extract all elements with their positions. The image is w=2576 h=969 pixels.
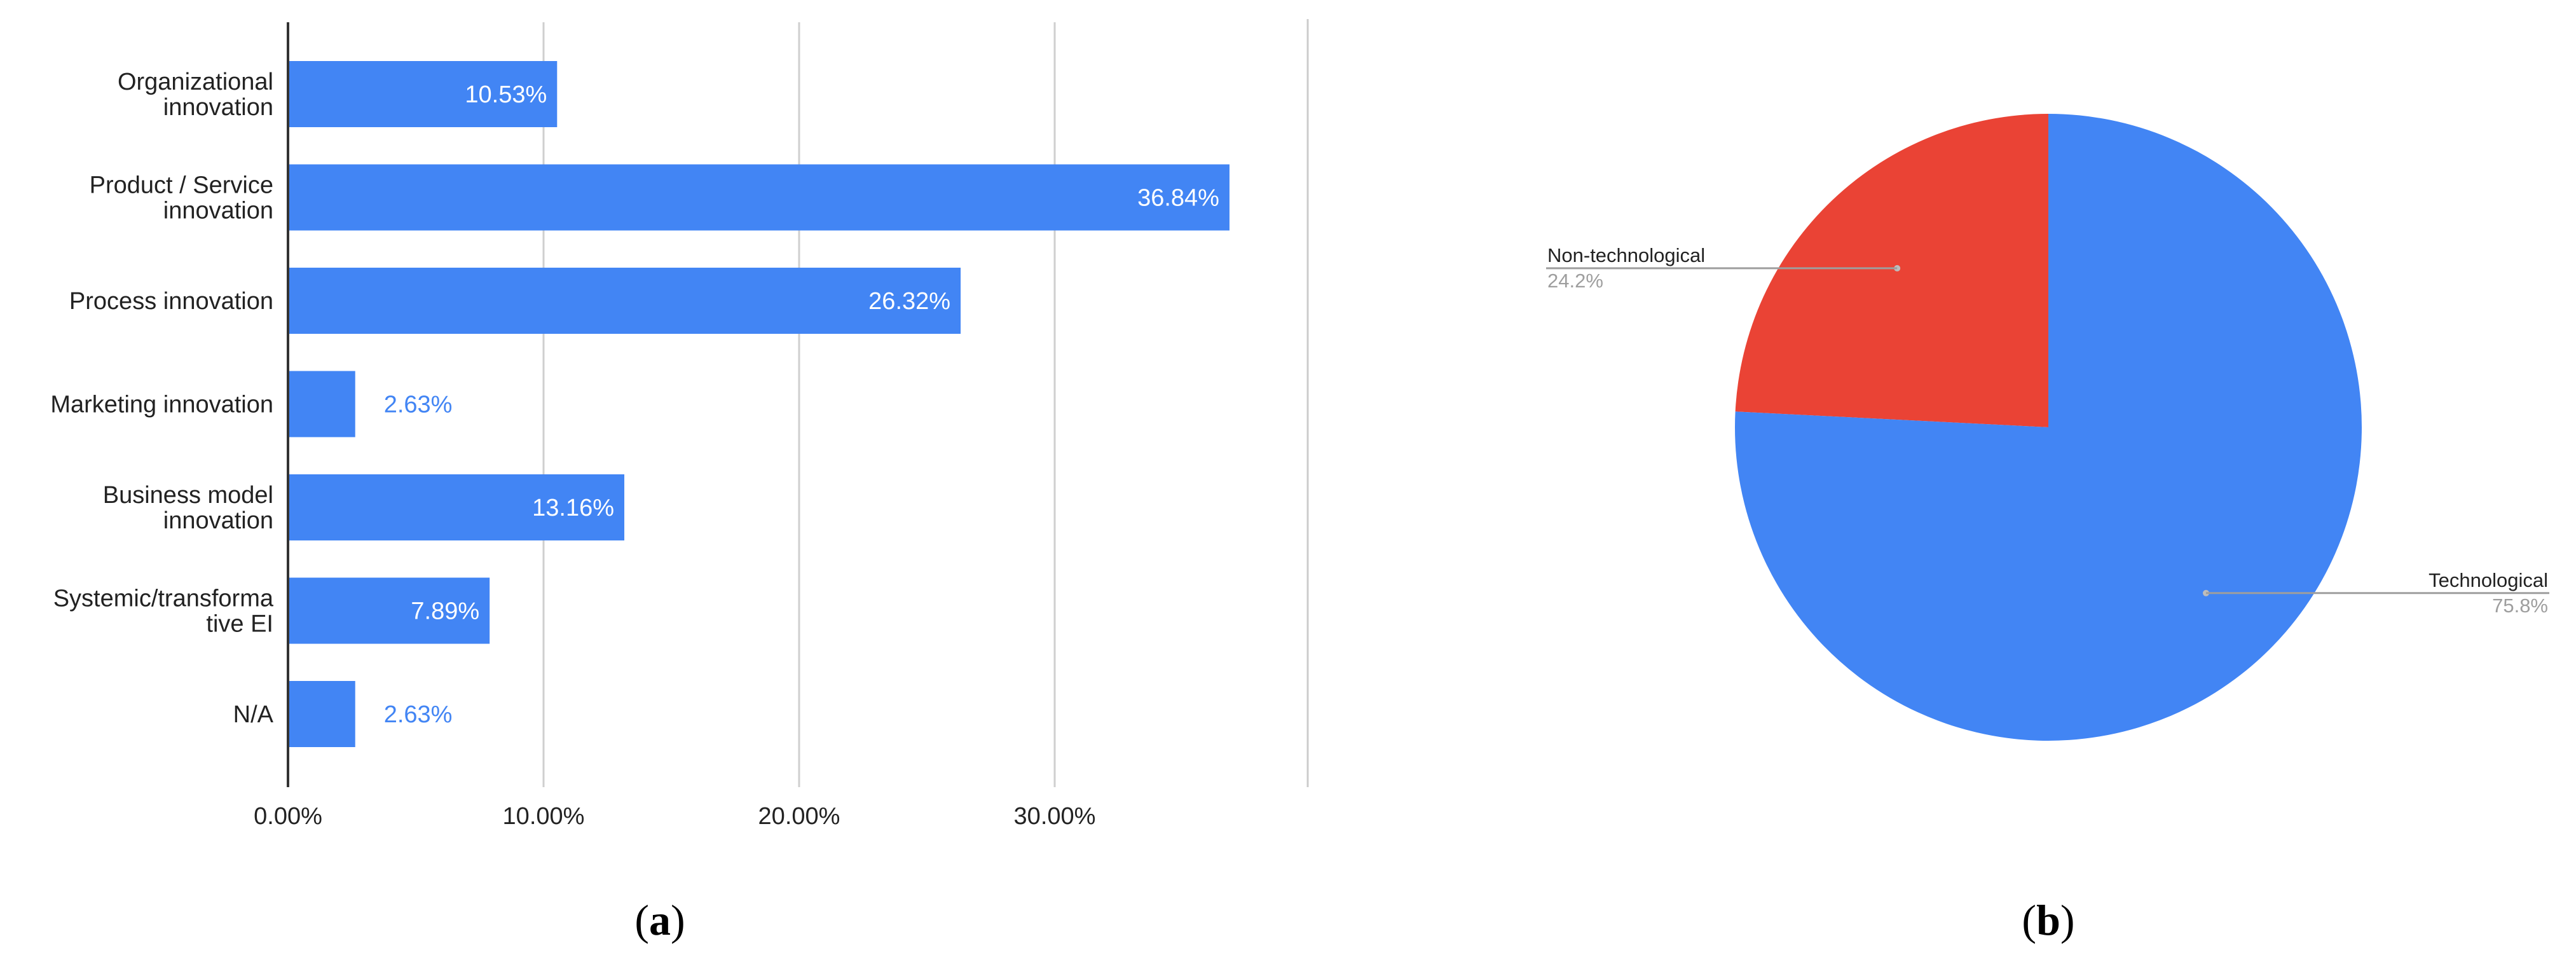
bar-2 (288, 268, 961, 334)
value-label-5: 7.89% (411, 598, 479, 625)
category-label-4-line-0: Business model (103, 482, 273, 509)
category-label-0-line-1: innovation (163, 94, 273, 121)
category-label-1: Product / Service innovation (90, 172, 273, 224)
pie-chart-slices (1734, 114, 2362, 741)
x-tick-label-1: 10.00% (503, 803, 585, 830)
category-label-3: Marketing innovation (50, 392, 273, 418)
pie-slice-1 (1734, 114, 2362, 741)
category-label-6: N/A (233, 701, 274, 728)
pie-chart-labels: Non-technological 24.2% Technological 75.8% (1546, 244, 2549, 617)
pie-chart-panel: Non-technological 24.2% Technological 75.8% (1546, 114, 2549, 741)
pie-label-name-0: Non-technological (1547, 244, 1705, 266)
value-label-6: 2.63% (384, 701, 453, 728)
bar-1 (288, 164, 1230, 231)
x-tick-label-2: 20.00% (758, 803, 840, 830)
caption-a-letter: a (649, 896, 671, 944)
category-label-1-line-1: innovation (163, 198, 273, 224)
pie-label-value-1: 75.8% (2492, 594, 2548, 617)
value-label-3: 2.63% (384, 392, 453, 418)
value-label-2: 26.32% (868, 288, 950, 315)
bar-0 (288, 61, 558, 127)
bar-chart-value-labels: 10.53% 36.84% 26.32% 2.63% 13.16% 7.89% 2.63% (384, 81, 1219, 728)
value-label-4: 13.16% (532, 495, 614, 521)
x-tick-label-0: 0.00% (254, 803, 322, 830)
category-label-4: Business model innovation (103, 482, 273, 534)
category-label-3-line-0: Marketing innovation (50, 392, 273, 418)
caption-a: (a) (634, 896, 685, 944)
bar-chart-bars (288, 61, 1230, 747)
x-tick-label-3: 30.00% (1014, 803, 1096, 830)
category-label-1-line-0: Product / Service (90, 172, 273, 199)
category-label-2-line-0: Process innovation (69, 288, 273, 315)
bar-5 (288, 577, 490, 644)
caption-b-letter: b (2036, 896, 2060, 944)
category-label-0: Organizational innovation (118, 69, 273, 121)
bar-chart-gridlines (542, 22, 1056, 787)
value-label-0: 10.53% (465, 81, 547, 108)
category-label-0-line-0: Organizational (118, 69, 273, 95)
category-label-6-line-0: N/A (233, 701, 274, 728)
bar-3 (288, 371, 355, 437)
caption-b: (b) (2022, 896, 2074, 944)
category-label-5-line-0: Systemic/transforma (53, 586, 274, 612)
value-label-1: 36.84% (1137, 185, 1219, 212)
category-label-4-line-1: innovation (163, 507, 273, 534)
category-label-5: Systemic/transforma tive EI (53, 586, 274, 638)
bar-4 (288, 474, 625, 540)
pie-slice-0 (1735, 114, 2048, 427)
category-label-5-line-1: tive EI (206, 611, 273, 638)
bar-chart-x-tick-labels: 0.00% 10.00% 20.00% 30.00% (254, 803, 1095, 830)
pie-label-value-0: 24.2% (1547, 270, 1603, 292)
bar-6 (288, 681, 355, 747)
category-label-2: Process innovation (69, 288, 273, 315)
pie-label-name-1: Technological (2429, 569, 2548, 591)
